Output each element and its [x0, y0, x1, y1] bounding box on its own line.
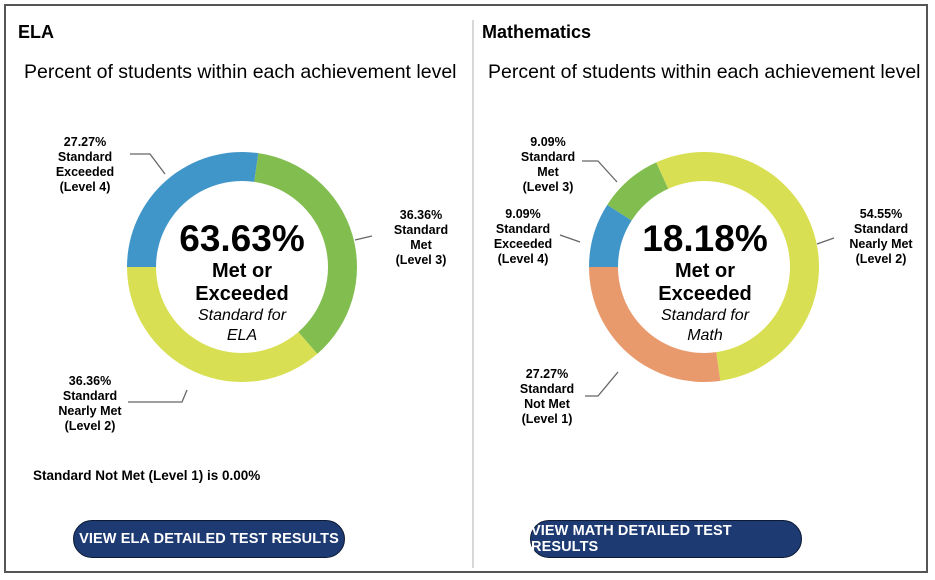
ela-center-summary: 63.63% Met or Exceeded Standard for ELA [157, 218, 327, 346]
math-level4-exceeded-segment [589, 204, 632, 267]
math-level4-leader [559, 234, 581, 243]
math-level2-nearly-met-segment [656, 152, 819, 381]
panel-divider [472, 20, 474, 568]
math-center-subject: Math [687, 327, 723, 344]
math-center-std: Standard for [660, 307, 750, 324]
ela-level2-nearly-met-segment [127, 267, 318, 382]
math-center-summary: 18.18% Met or Exceeded Standard for Math [620, 218, 790, 346]
ela-center-subject: ELA [226, 327, 258, 344]
math-level3-met-segment [607, 162, 669, 221]
math-title: Mathematics [482, 22, 592, 42]
ela-center-exceeded: Exceeded [195, 283, 289, 305]
ela-donut-chart [127, 152, 373, 403]
math-center-exceeded: Exceeded [658, 283, 752, 305]
ela-level3-met-segment [254, 153, 357, 354]
ela-label-level2: 36.36% Standard Nearly Met (Level 2) [58, 374, 122, 433]
ela-level4-leader [130, 153, 166, 175]
results-card: ELA Percent of students within each achi… [4, 4, 928, 573]
ela-label-level3: 36.36% Standard Met (Level 3) [393, 208, 449, 267]
ela-center-std: Standard for [197, 307, 287, 324]
math-label-level1: 27.27% Standard Not Met (Level 1) [519, 367, 575, 426]
math-level3-leader [582, 160, 618, 183]
ela-center-pct: 63.63% [179, 218, 305, 259]
math-donut-chart [559, 152, 835, 397]
math-panel: Mathematics Percent of students within e… [470, 6, 932, 571]
math-subtitle: Percent of students within each achievem… [488, 61, 921, 83]
view-ela-results-button[interactable]: VIEW ELA DETAILED TEST RESULTS [73, 520, 345, 558]
math-center-pct: 18.18% [642, 218, 768, 259]
ela-panel: ELA Percent of students within each achi… [6, 6, 468, 571]
ela-subtitle: Percent of students within each achievem… [24, 61, 457, 83]
math-label-level3: 9.09% Standard Met (Level 3) [520, 135, 576, 194]
math-level1-not-met-segment [589, 267, 721, 382]
math-label-level4: 9.09% Standard Exceeded (Level 4) [493, 207, 553, 266]
ela-title: ELA [18, 22, 54, 42]
ela-level4-exceeded-segment [127, 152, 259, 267]
ela-center-met: Met or [212, 260, 272, 282]
ela-level3-leader [354, 235, 373, 241]
math-level1-leader [585, 371, 619, 397]
math-label-level2: 54.55% Standard Nearly Met (Level 2) [849, 207, 913, 266]
ela-label-level4: 27.27% Standard Exceeded (Level 4) [55, 135, 115, 194]
ela-level1-note: Standard Not Met (Level 1) is 0.00% [33, 468, 261, 483]
math-level2-leader [816, 237, 835, 245]
view-math-results-button[interactable]: VIEW MATH DETAILED TEST RESULTS [530, 520, 802, 558]
ela-level2-leader [128, 389, 188, 403]
math-center-met: Met or [675, 260, 735, 282]
